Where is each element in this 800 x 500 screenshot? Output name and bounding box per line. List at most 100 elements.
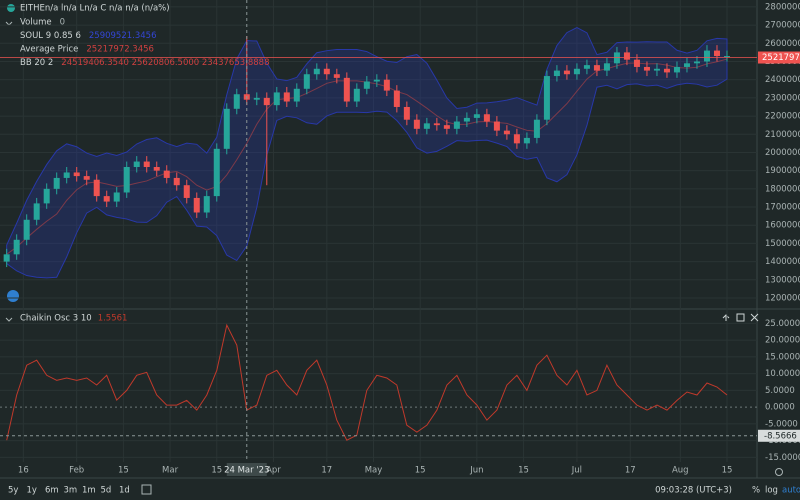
- x-tick-label: Jul: [571, 466, 582, 476]
- x-tick-label: 17: [625, 466, 636, 476]
- symbol-icon[interactable]: [7, 4, 15, 12]
- indicator-title: Chaikin Osc 3 10: [20, 314, 92, 324]
- candle-body: [503, 130, 510, 135]
- candle-body: [643, 66, 650, 71]
- y-tick-label: 20.0000: [765, 336, 800, 346]
- symbol-line: EITHEn/a ln/a Ln/a C n/a n/a (n/a%): [20, 4, 170, 14]
- candle-body: [443, 125, 450, 129]
- oscillator-line: [6, 323, 728, 441]
- y-tick-label: 15000000: [765, 239, 800, 249]
- candle-body: [653, 68, 660, 71]
- legend-label: BB 20 2: [20, 58, 53, 68]
- y-tick-label: 19000000: [765, 166, 800, 176]
- y-tick-label: 17000000: [765, 203, 800, 213]
- candle-body: [363, 81, 370, 89]
- y-tick-label: 16000000: [765, 221, 800, 231]
- candle-body: [543, 76, 550, 120]
- candle-body: [423, 123, 430, 129]
- range-button[interactable]: 1d: [119, 486, 130, 496]
- candle-body: [383, 79, 390, 91]
- candle-body: [73, 172, 80, 177]
- candle-body: [213, 148, 220, 197]
- scale-button[interactable]: %: [752, 486, 760, 496]
- x-tick-label: Mar: [162, 466, 179, 476]
- candle-body: [403, 106, 410, 120]
- candle-body: [123, 167, 130, 193]
- calendar-button[interactable]: [141, 484, 152, 495]
- legend-value: 0: [60, 18, 65, 28]
- indicator-value: 1.5561: [98, 314, 128, 324]
- legend-value: 25217972.3456: [86, 45, 154, 55]
- y-tick-label: 24000000: [765, 75, 800, 85]
- candle-body: [553, 70, 560, 77]
- y-tick-label: 26000000: [765, 39, 800, 49]
- candle-body: [353, 88, 360, 102]
- move-up-button[interactable]: [722, 314, 730, 321]
- y-tick-label: 0.0000: [765, 403, 795, 413]
- y-tick-label: 13000000: [765, 275, 800, 285]
- x-tick-label: Aug: [672, 466, 689, 476]
- y-tick-label: 14000000: [765, 257, 800, 267]
- candle-body: [23, 219, 30, 240]
- candle-body: [173, 177, 180, 186]
- candle-body: [633, 59, 640, 67]
- x-tick-label: May: [365, 466, 383, 476]
- range-button[interactable]: 6m: [45, 486, 59, 496]
- range-button[interactable]: 1y: [27, 486, 37, 496]
- scale-button[interactable]: auto: [782, 486, 800, 496]
- candle-body: [713, 50, 720, 57]
- candle-body: [393, 90, 400, 107]
- maximize-button[interactable]: [736, 313, 745, 322]
- close-button[interactable]: [750, 313, 759, 322]
- candle-body: [303, 74, 310, 89]
- candle-body: [153, 167, 160, 171]
- candle-body: [143, 161, 150, 168]
- range-button[interactable]: 1m: [82, 486, 96, 496]
- candle-body: [133, 161, 140, 168]
- scale-button[interactable]: log: [765, 486, 778, 496]
- y-tick-label: -15.0000: [765, 453, 800, 463]
- legend-label: Average Price: [20, 45, 78, 55]
- candle-body: [533, 119, 540, 138]
- candle-body: [463, 117, 470, 122]
- y-tick-label: 15.0000: [765, 352, 800, 362]
- collapse-icon[interactable]: [5, 317, 13, 322]
- candle-body: [583, 65, 590, 69]
- settings-button[interactable]: [775, 468, 783, 476]
- candle-body: [523, 137, 530, 144]
- y-tick-label: 21000000: [765, 130, 800, 140]
- candle-body: [53, 177, 60, 189]
- candle-body: [593, 65, 600, 71]
- legend-value: 24519406.3540 25620806.5000 23437653.888…: [61, 58, 269, 68]
- range-button[interactable]: 5d: [101, 486, 112, 496]
- range-button[interactable]: 5y: [8, 486, 18, 496]
- crosshair-y-badge: [758, 429, 800, 442]
- candle-body: [573, 68, 580, 75]
- y-tick-label: 5.0000: [765, 386, 795, 396]
- range-button[interactable]: 3m: [64, 486, 78, 496]
- candle-body: [343, 77, 350, 102]
- crosshair-y-label: -8.5666: [764, 431, 797, 441]
- candle-body: [663, 68, 670, 73]
- x-tick-label: 16: [18, 466, 29, 476]
- current-price-label: 25217972: [762, 53, 800, 63]
- candle-body: [483, 114, 490, 122]
- candle-body: [33, 203, 40, 220]
- y-tick-label: 28000000: [765, 2, 800, 12]
- x-tick-label: 15: [211, 466, 222, 476]
- candle-body: [563, 70, 570, 75]
- legend-label: SOUL 9 0.85 6: [20, 31, 81, 41]
- candle-body: [493, 121, 500, 131]
- crosshair-x-badge: [226, 463, 267, 476]
- candle-body: [413, 119, 420, 129]
- candle-body: [113, 192, 120, 202]
- x-tick-label: 15: [415, 466, 426, 476]
- candle-body: [603, 63, 610, 71]
- candle-body: [433, 123, 440, 126]
- current-price-badge: [758, 51, 800, 64]
- y-tick-label: 25.0000: [765, 319, 800, 329]
- candle-body: [703, 50, 710, 62]
- candle-body: [693, 61, 700, 64]
- candle-body: [253, 97, 260, 100]
